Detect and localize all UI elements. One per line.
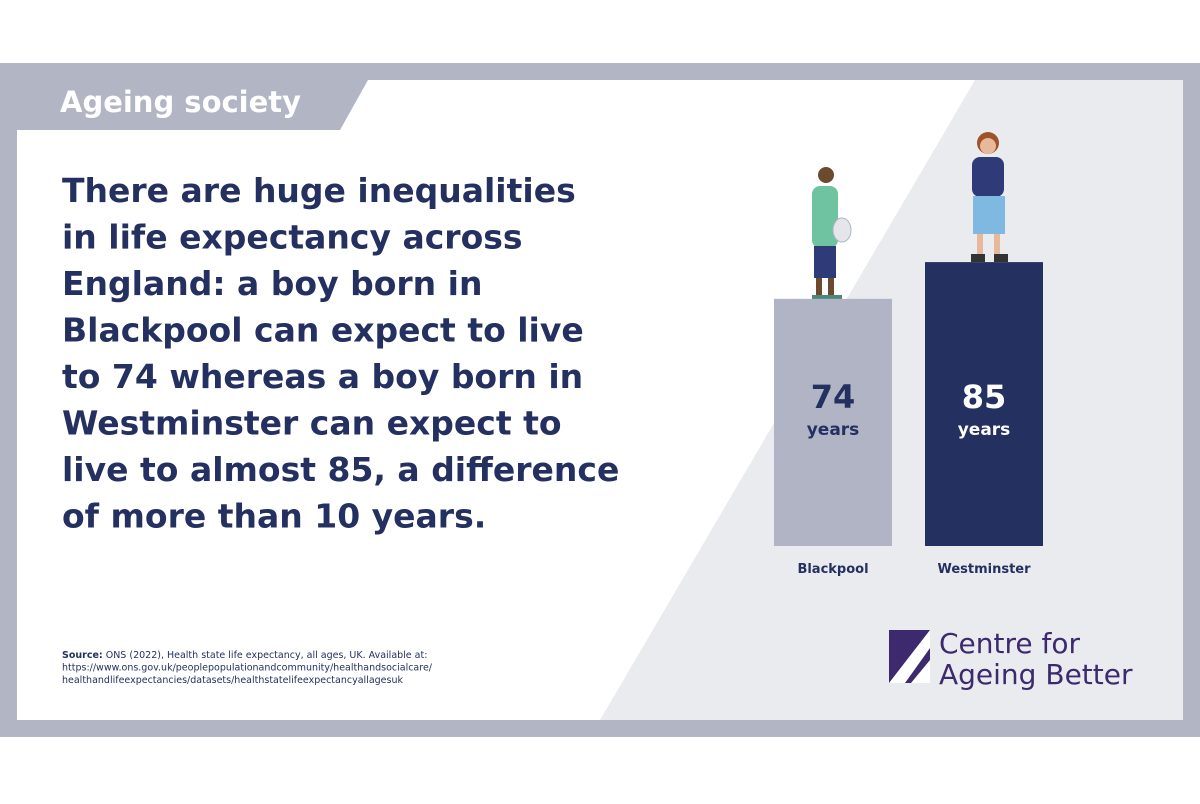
headline-line: Blackpool can expect to live <box>62 311 584 350</box>
headline-line: in life expectancy across <box>62 218 523 257</box>
bar <box>925 262 1043 546</box>
source-line: healthandlifeexpectancies/datasets/healt… <box>62 675 403 686</box>
unit-label: years <box>807 420 860 440</box>
logo: Centre for Ageing Better <box>889 627 1133 691</box>
source-line: Source: ONS (2022), Health state life ex… <box>62 650 427 661</box>
x-tick-label: Westminster <box>937 562 1031 577</box>
source-label: Source: <box>62 650 103 661</box>
value-label: 74 <box>811 378 856 416</box>
headline-line: to 74 whereas a boy born in <box>62 357 583 396</box>
headline-line: of more than 10 years. <box>62 497 486 536</box>
unit-label: years <box>958 420 1011 440</box>
headline-line: There are huge inequalities <box>62 171 576 210</box>
logo-text: Centre for <box>939 627 1081 660</box>
source-text: ONS (2022), Health state life expectancy… <box>103 650 428 661</box>
source: Source: ONS (2022), Health state life ex… <box>62 650 433 686</box>
value-label: 85 <box>962 378 1007 416</box>
headline-line: live to almost 85, a difference <box>62 450 619 489</box>
tag: Ageing society <box>60 85 301 119</box>
headline-line: Westminster can expect to <box>62 404 562 443</box>
x-tick-label: Blackpool <box>797 562 868 577</box>
bar-chart: 74 years Blackpool 85 years Westminster <box>774 262 1043 577</box>
figure-westminster <box>971 132 1008 262</box>
source-line: https://www.ons.gov.uk/peoplepopulationa… <box>62 663 433 674</box>
headline-line: England: a boy born in <box>62 264 482 303</box>
headline: There are huge inequalities in life expec… <box>62 171 619 536</box>
logo-text: Ageing Better <box>939 658 1133 691</box>
figure-blackpool <box>812 167 852 300</box>
bar <box>774 298 892 546</box>
